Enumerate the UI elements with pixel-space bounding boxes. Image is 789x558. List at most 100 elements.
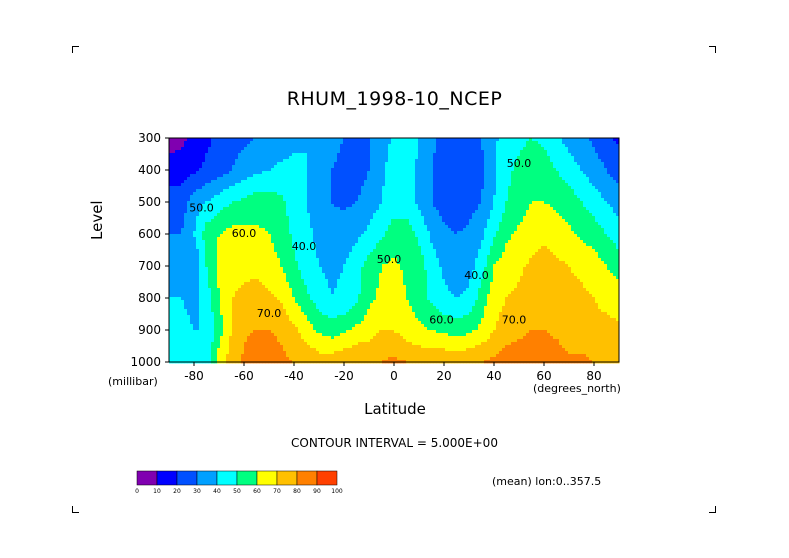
heat-cell [538,183,542,187]
heat-cell [181,153,185,157]
heat-cell [553,156,557,160]
heat-cell [454,231,458,235]
heat-cell [232,183,236,187]
heat-cell [466,141,470,145]
heat-cell [325,225,329,229]
heat-cell [496,147,500,151]
heat-cell [490,165,494,169]
heat-cell [223,168,227,172]
heat-cell [223,207,227,211]
heat-cell [193,228,197,232]
heat-cell [334,189,338,193]
heat-cell [316,138,320,142]
heat-cell [523,216,527,220]
heat-cell [553,162,557,166]
heat-cell [376,234,380,238]
heat-cell [184,162,188,166]
heat-cell [562,147,566,151]
heat-cell [187,225,191,229]
heat-cell [217,222,221,226]
heat-cell [529,180,533,184]
heat-cell [250,228,254,232]
heat-cell [559,195,563,199]
heat-cell [598,138,602,142]
heat-cell [523,165,527,169]
heat-cell [481,165,485,169]
heat-cell [481,180,485,184]
heat-cell [205,207,209,211]
heat-cell [589,153,593,157]
heat-cell [301,216,305,220]
heat-cell [346,144,350,148]
heat-cell [451,165,455,169]
heat-cell [274,150,278,154]
heat-cell [367,153,371,157]
heat-cell [523,207,527,211]
heat-cell [406,216,410,220]
heat-cell [244,192,248,196]
heat-cell [280,234,284,238]
heat-cell [502,174,506,178]
heat-cell [565,204,569,208]
heat-cell [343,216,347,220]
heat-cell [193,150,197,154]
heat-cell [565,177,569,181]
heat-cell [385,189,389,193]
heat-cell [298,153,302,157]
heat-cell [289,207,293,211]
heat-cell [580,156,584,160]
heat-cell [565,153,569,157]
heat-cell [418,141,422,145]
heat-cell [370,177,374,181]
heat-cell [517,189,521,193]
heat-cell [610,201,614,205]
heat-cell [313,228,317,232]
heat-cell [562,186,566,190]
heat-cell [607,186,611,190]
heat-cell [376,168,380,172]
heat-cell [295,216,299,220]
heat-cell [400,177,404,181]
heat-cell [394,174,398,178]
corner-mark-bottom-right [709,506,716,513]
heat-cell [520,138,524,142]
heat-cell [346,234,350,238]
heat-cell [553,177,557,181]
heat-cell [592,144,596,148]
heat-cell [340,174,344,178]
heat-cell [514,174,518,178]
heat-cell [418,189,422,193]
heat-cell [436,159,440,163]
heat-cell [340,219,344,223]
heat-cell [505,216,509,220]
heat-cell [472,210,476,214]
heat-cell [238,192,242,196]
heat-cell [283,216,287,220]
heat-cell [364,138,368,142]
heat-cell [580,186,584,190]
heat-cell [436,219,440,223]
heat-cell [193,204,197,208]
heat-cell [241,213,245,217]
heat-cell [313,162,317,166]
heat-cell [550,159,554,163]
heat-cell [508,186,512,190]
heat-cell [562,156,566,160]
heat-cell [169,225,173,229]
heat-cell [511,195,515,199]
heat-cell [511,168,515,172]
heat-cell [541,147,545,151]
heat-cell [490,195,494,199]
heat-cell [268,168,272,172]
heat-cell [592,150,596,154]
heat-cell [169,144,173,148]
heat-cell [256,177,260,181]
heat-cell [481,138,485,142]
heat-cell [367,216,371,220]
heat-cell [382,213,386,217]
heat-cell [196,159,200,163]
heat-cell [169,210,173,214]
heat-cell [382,201,386,205]
heat-cell [493,141,497,145]
heat-cell [496,141,500,145]
